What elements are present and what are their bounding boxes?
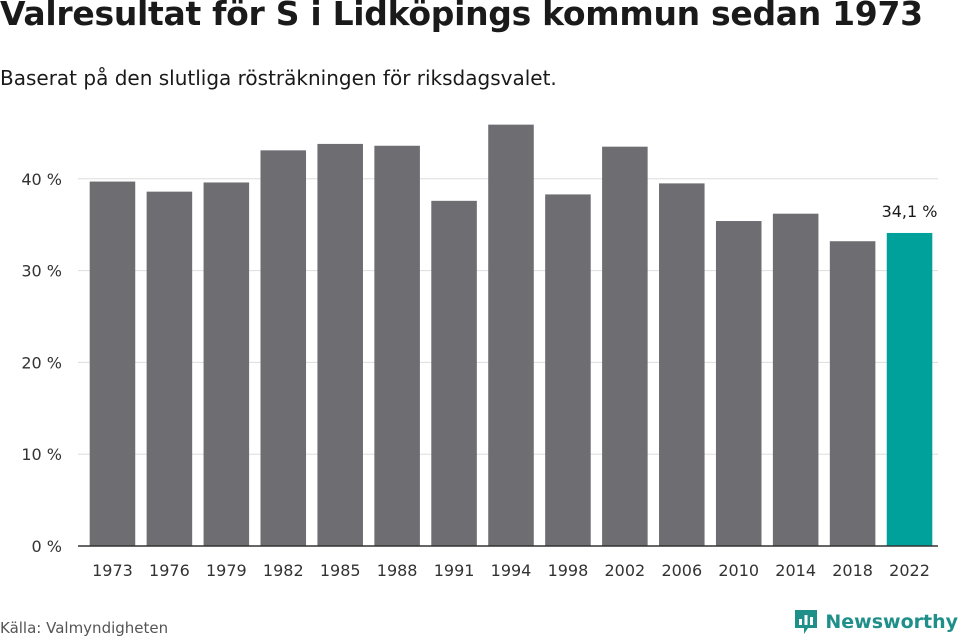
bar — [374, 145, 420, 546]
chart-title: Valresultat för S i Lidköpings kommun se… — [0, 0, 923, 33]
x-tick-label: 1982 — [263, 561, 304, 580]
bar — [317, 143, 363, 546]
newsworthy-logo-icon — [795, 610, 818, 634]
x-tick-label: 1991 — [434, 561, 475, 580]
y-tick-label: 40 % — [21, 170, 62, 189]
x-tick-label: 2010 — [718, 561, 759, 580]
x-tick-label: 2018 — [832, 561, 873, 580]
bar — [602, 146, 648, 547]
bar — [431, 200, 477, 546]
bar — [488, 124, 534, 546]
x-tick-label: 1976 — [149, 561, 190, 580]
y-tick-label: 30 % — [21, 262, 62, 281]
y-tick-label: 0 % — [32, 537, 62, 556]
y-tick-label: 10 % — [21, 445, 62, 464]
bar-chart: 0 % 10 % 20 % 30 % 40 % 1973 1976 1979 1982 1985 1… — [21, 124, 938, 580]
brand-name: Newsworthy — [825, 611, 958, 633]
chart-subtitle: Baserat på den slutliga rösträkningen fö… — [0, 66, 557, 90]
source-note: Källa: Valmyndigheten — [0, 619, 169, 637]
bar — [203, 182, 250, 547]
bar — [715, 221, 762, 546]
x-tick-label: 1979 — [206, 561, 247, 580]
x-tick-label: 1998 — [548, 561, 589, 580]
x-tick-label: 2002 — [605, 561, 646, 580]
x-tick-label: 2022 — [889, 561, 930, 580]
bar — [146, 191, 193, 547]
bar — [260, 150, 307, 547]
bar — [659, 183, 705, 546]
bar — [89, 181, 136, 546]
bar — [545, 194, 591, 546]
brand-logo[interactable]: Newsworthy — [793, 608, 958, 636]
bar — [886, 232, 933, 546]
x-tick-label: 1994 — [491, 561, 532, 580]
x-tick-label: 1988 — [377, 561, 418, 580]
x-tick-label: 2006 — [661, 561, 702, 580]
bar — [829, 241, 876, 546]
x-tick-label: 1973 — [92, 561, 133, 580]
x-tick-label: 2014 — [775, 561, 816, 580]
bar — [772, 213, 819, 546]
x-tick-label: 1985 — [320, 561, 361, 580]
y-tick-label: 20 % — [21, 353, 62, 372]
data-label: 34,1 % — [882, 202, 938, 221]
